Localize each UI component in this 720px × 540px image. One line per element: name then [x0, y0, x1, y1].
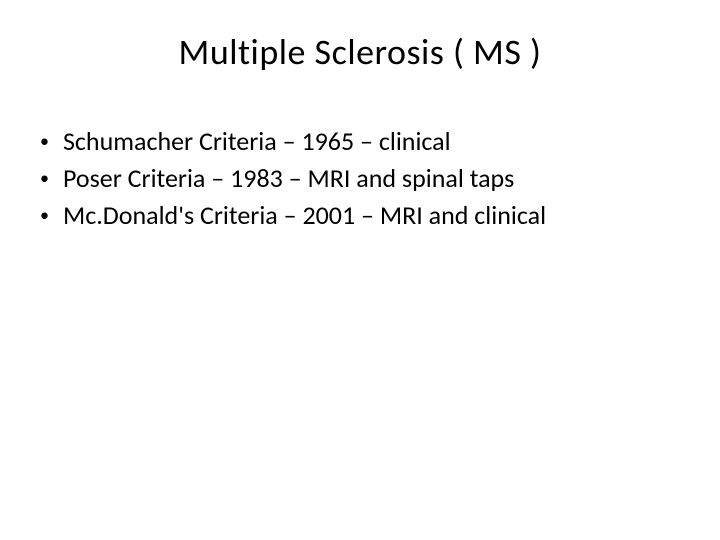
bullet-icon: •	[40, 161, 49, 195]
slide-title: Multiple Sclerosis ( MS )	[30, 30, 690, 74]
bullet-text: Mc.Donald's Criteria – 2001 – MRI and cl…	[63, 198, 690, 233]
list-item: • Schumacher Criteria – 1965 – clinical	[40, 124, 690, 159]
list-item: • Poser Criteria – 1983 – MRI and spinal…	[40, 161, 690, 196]
list-item: • Mc.Donald's Criteria – 2001 – MRI and …	[40, 198, 690, 233]
bullet-icon: •	[40, 198, 49, 232]
bullet-list: • Schumacher Criteria – 1965 – clinical …	[30, 124, 690, 233]
bullet-text: Schumacher Criteria – 1965 – clinical	[63, 124, 690, 159]
bullet-icon: •	[40, 124, 49, 158]
slide-container: Multiple Sclerosis ( MS ) • Schumacher C…	[0, 0, 720, 540]
bullet-text: Poser Criteria – 1983 – MRI and spinal t…	[63, 161, 690, 196]
